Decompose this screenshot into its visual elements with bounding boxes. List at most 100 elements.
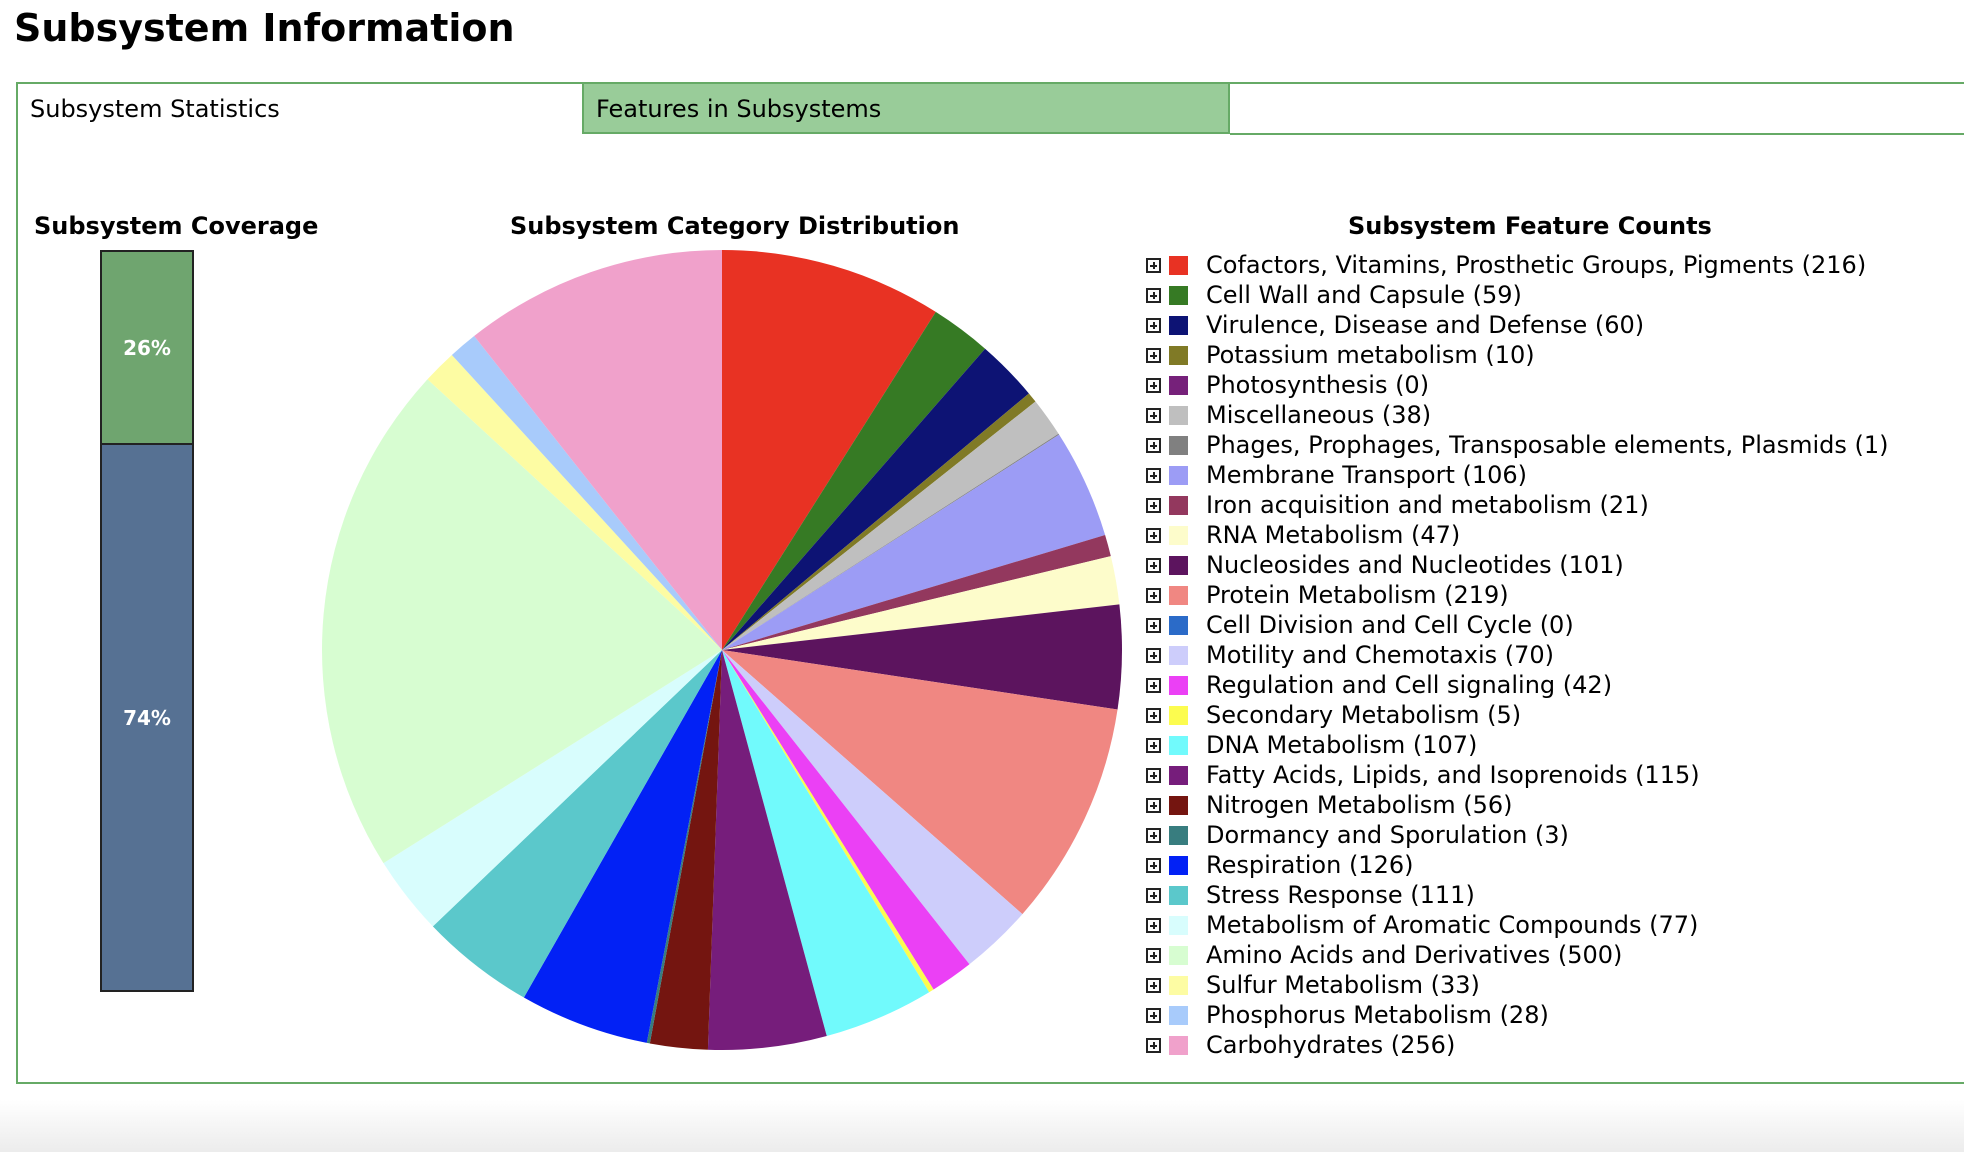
expand-plus-icon[interactable]	[1146, 917, 1161, 933]
expand-plus-icon[interactable]	[1146, 587, 1161, 603]
pie-slice[interactable]	[722, 433, 1060, 650]
expand-plus-icon[interactable]	[1146, 257, 1161, 273]
expand-plus-icon[interactable]	[1146, 497, 1161, 513]
expand-plus-icon[interactable]	[1146, 737, 1161, 753]
legend-label: Secondary Metabolism (5)	[1206, 701, 1522, 729]
tab-features-in-subsystems[interactable]: Features in Subsystems	[582, 82, 1230, 134]
legend-item: Phages, Prophages, Transposable elements…	[1146, 430, 1888, 460]
legend-swatch	[1169, 855, 1188, 875]
legend-swatch	[1169, 525, 1188, 545]
legend-item: Respiration (126)	[1146, 850, 1888, 880]
legend-item: Fatty Acids, Lipids, and Isoprenoids (11…	[1146, 760, 1888, 790]
legend-heading: Subsystem Feature Counts	[1348, 212, 1712, 240]
feature-count-legend: Cofactors, Vitamins, Prosthetic Groups, …	[1146, 250, 1888, 1060]
pie-heading: Subsystem Category Distribution	[510, 212, 960, 240]
expand-plus-icon[interactable]	[1146, 647, 1161, 663]
pie-slice[interactable]	[649, 650, 722, 1050]
pie-slice[interactable]	[722, 348, 1029, 650]
pie-slice[interactable]	[722, 604, 1122, 710]
expand-plus-icon[interactable]	[1146, 1007, 1161, 1023]
pie-slice[interactable]	[707, 650, 827, 1050]
expand-plus-icon[interactable]	[1146, 677, 1161, 693]
pie-slice[interactable]	[722, 556, 1120, 650]
legend-swatch	[1169, 885, 1188, 905]
pie-slice[interactable]	[432, 650, 722, 998]
expand-plus-icon[interactable]	[1146, 857, 1161, 873]
pie-slice[interactable]	[646, 650, 722, 1044]
expand-plus-icon[interactable]	[1146, 467, 1161, 483]
expand-plus-icon[interactable]	[1146, 317, 1161, 333]
legend-label: Dormancy and Sporulation (3)	[1206, 821, 1569, 849]
legend-item: Regulation and Cell signaling (42)	[1146, 670, 1888, 700]
pie-slice[interactable]	[722, 650, 1118, 915]
legend-swatch	[1169, 705, 1188, 725]
pie-slice[interactable]	[322, 379, 722, 864]
pie-slice[interactable]	[722, 401, 1059, 650]
tab-subsystem-statistics[interactable]: Subsystem Statistics	[16, 82, 582, 134]
expand-plus-icon[interactable]	[1146, 1037, 1161, 1053]
expand-plus-icon[interactable]	[1146, 287, 1161, 303]
legend-item: Cofactors, Vitamins, Prosthetic Groups, …	[1146, 250, 1888, 280]
expand-plus-icon[interactable]	[1146, 707, 1161, 723]
legend-item: Dormancy and Sporulation (3)	[1146, 820, 1888, 850]
legend-swatch	[1169, 495, 1188, 515]
legend-item: Metabolism of Aromatic Compounds (77)	[1146, 910, 1888, 940]
expand-plus-icon[interactable]	[1146, 767, 1161, 783]
legend-swatch	[1169, 945, 1188, 965]
expand-plus-icon[interactable]	[1146, 377, 1161, 393]
legend-label: Cofactors, Vitamins, Prosthetic Groups, …	[1206, 251, 1867, 279]
pie-slice[interactable]	[451, 336, 722, 650]
legend-label: Cell Wall and Capsule (59)	[1206, 281, 1522, 309]
legend-item: Membrane Transport (106)	[1146, 460, 1888, 490]
expand-plus-icon[interactable]	[1146, 827, 1161, 843]
expand-plus-icon[interactable]	[1146, 527, 1161, 543]
pie-slice[interactable]	[722, 250, 936, 650]
pie-slice[interactable]	[427, 354, 722, 650]
legend-item: Carbohydrates (256)	[1146, 1030, 1888, 1060]
pie-slice[interactable]	[383, 650, 723, 927]
pie-slice[interactable]	[722, 311, 986, 650]
expand-plus-icon[interactable]	[1146, 977, 1161, 993]
legend-item: Nucleosides and Nucleotides (101)	[1146, 550, 1888, 580]
legend-label: Cell Division and Cell Cycle (0)	[1206, 611, 1574, 639]
legend-item: Photosynthesis (0)	[1146, 370, 1888, 400]
legend-swatch	[1169, 1005, 1188, 1025]
expand-plus-icon[interactable]	[1146, 887, 1161, 903]
legend-item: Cell Wall and Capsule (59)	[1146, 280, 1888, 310]
legend-label: Stress Response (111)	[1206, 881, 1475, 909]
pie-slice[interactable]	[722, 650, 930, 1037]
pie-slice[interactable]	[722, 650, 1023, 965]
expand-plus-icon[interactable]	[1146, 407, 1161, 423]
legend-label: Regulation and Cell signaling (42)	[1206, 671, 1613, 699]
pie-slice[interactable]	[722, 650, 970, 990]
legend-label: DNA Metabolism (107)	[1206, 731, 1478, 759]
legend-label: RNA Metabolism (47)	[1206, 521, 1461, 549]
legend-label: Amino Acids and Derivatives (500)	[1206, 941, 1623, 969]
legend-item: Motility and Chemotaxis (70)	[1146, 640, 1888, 670]
pie-slice[interactable]	[722, 393, 1036, 650]
pie-slice[interactable]	[722, 650, 934, 993]
expand-plus-icon[interactable]	[1146, 797, 1161, 813]
pie-slice[interactable]	[523, 650, 722, 1043]
legend-item: Protein Metabolism (219)	[1146, 580, 1888, 610]
legend-label: Phosphorus Metabolism (28)	[1206, 1001, 1549, 1029]
expand-plus-icon[interactable]	[1146, 437, 1161, 453]
expand-plus-icon[interactable]	[1146, 557, 1161, 573]
pie-slice[interactable]	[722, 534, 1111, 650]
legend-swatch	[1169, 975, 1188, 995]
coverage-in-label: 26%	[123, 335, 171, 360]
pie-slice[interactable]	[722, 434, 1106, 650]
legend-label: Respiration (126)	[1206, 851, 1414, 879]
legend-swatch	[1169, 435, 1188, 455]
expand-plus-icon[interactable]	[1146, 947, 1161, 963]
legend-label: Miscellaneous (38)	[1206, 401, 1432, 429]
expand-plus-icon[interactable]	[1146, 347, 1161, 363]
legend-swatch	[1169, 915, 1188, 935]
legend-swatch	[1169, 255, 1188, 275]
pie-slice[interactable]	[474, 250, 722, 650]
legend-item: DNA Metabolism (107)	[1146, 730, 1888, 760]
legend-swatch	[1169, 645, 1188, 665]
legend-item: RNA Metabolism (47)	[1146, 520, 1888, 550]
legend-swatch	[1169, 615, 1188, 635]
expand-plus-icon[interactable]	[1146, 617, 1161, 633]
